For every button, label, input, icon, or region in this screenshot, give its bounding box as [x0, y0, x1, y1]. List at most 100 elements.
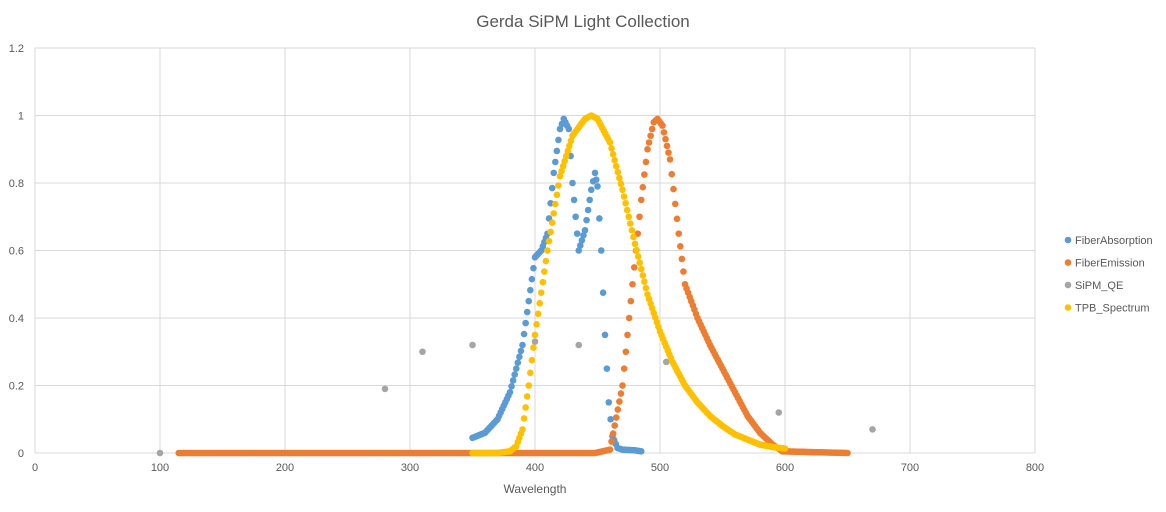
data-point	[659, 122, 666, 129]
data-point	[536, 299, 543, 307]
data-point	[569, 179, 576, 187]
x-tick-label: 400	[526, 462, 544, 474]
x-tick-label: 600	[776, 462, 794, 474]
data-point	[531, 331, 539, 339]
data-point	[517, 347, 525, 355]
data-point	[608, 438, 615, 445]
legend-label: TPB_Spectrum	[1075, 303, 1150, 315]
data-point	[639, 272, 647, 279]
data-point	[530, 264, 537, 272]
y-tick-label: 1.2	[9, 43, 24, 55]
legend: FiberAbsorption FiberEmission SiPM_QE TPB_S…	[1064, 235, 1153, 315]
data-point	[564, 147, 572, 155]
data-point	[545, 237, 553, 245]
data-point	[587, 186, 595, 194]
data-point	[527, 369, 534, 377]
legend-marker	[1064, 304, 1072, 311]
data-point	[642, 158, 650, 166]
data-point	[566, 142, 573, 150]
data-point	[534, 310, 542, 318]
gridlines	[34, 47, 1036, 454]
data-point	[677, 242, 684, 250]
data-point	[611, 156, 618, 164]
data-point	[609, 430, 617, 437]
x-tick-label: 500	[651, 462, 669, 474]
legend-label: FiberAbsorption	[1075, 235, 1153, 247]
data-point	[622, 199, 629, 207]
data-point	[678, 255, 686, 263]
data-point	[558, 167, 565, 175]
data-point	[660, 129, 668, 136]
data-point	[544, 247, 551, 254]
data-point	[605, 399, 613, 406]
data-point	[548, 219, 556, 226]
data-point	[596, 215, 603, 222]
legend-label: FiberEmission	[1075, 258, 1145, 270]
data-point	[630, 264, 638, 271]
data-point	[614, 406, 622, 413]
data-point	[622, 348, 630, 356]
data-point	[662, 135, 669, 143]
data-point	[577, 242, 584, 249]
data-point	[506, 388, 514, 396]
data-point	[525, 382, 533, 389]
data-point	[542, 257, 550, 265]
data-point	[548, 184, 556, 192]
data-point	[665, 149, 672, 156]
x-axis-label: Wavelength	[504, 482, 567, 496]
data-point	[637, 448, 645, 455]
data-point	[647, 132, 654, 140]
x-tick-label: 800	[1026, 462, 1044, 474]
data-point	[559, 162, 567, 170]
data-point	[636, 213, 643, 221]
data-point	[629, 280, 636, 288]
data-point	[572, 213, 579, 221]
data-point	[565, 125, 573, 133]
data-point	[634, 253, 642, 260]
data-point	[516, 353, 523, 361]
data-point	[512, 365, 520, 372]
data-point	[531, 338, 539, 345]
data-point	[633, 246, 640, 254]
data-point	[508, 383, 515, 390]
data-point	[599, 289, 607, 296]
data-point	[637, 265, 645, 273]
data-point	[627, 220, 634, 227]
data-point	[631, 240, 639, 248]
data-point	[528, 356, 536, 364]
data-point	[555, 136, 562, 144]
data-point	[584, 206, 592, 214]
data-point	[519, 426, 526, 433]
y-tick-label: 0.6	[9, 246, 24, 258]
data-point	[670, 185, 677, 193]
data-point	[552, 158, 559, 166]
data-point	[522, 404, 529, 411]
data-point	[673, 215, 681, 223]
data-point	[606, 139, 614, 146]
data-point	[616, 174, 623, 182]
data-point	[627, 297, 635, 305]
data-point	[671, 200, 679, 208]
data-point	[381, 385, 389, 393]
x-tick-label: 0	[32, 462, 38, 474]
data-point	[525, 297, 533, 305]
data-point	[616, 398, 623, 405]
data-point	[556, 125, 564, 133]
series-TPB_Spectrum	[469, 112, 789, 457]
data-point	[641, 278, 648, 286]
data-point	[603, 365, 611, 372]
data-point	[645, 139, 653, 146]
data-point	[609, 151, 617, 158]
data-point	[630, 233, 637, 241]
data-point	[578, 237, 586, 244]
data-point	[612, 414, 620, 421]
data-point	[539, 278, 547, 286]
data-point	[607, 415, 614, 423]
data-point	[156, 449, 164, 457]
data-point	[519, 341, 526, 349]
data-point	[639, 183, 647, 191]
series-SiPM_QE	[156, 338, 876, 457]
data-point	[644, 145, 651, 153]
legend-label: SiPM_QE	[1075, 280, 1123, 292]
data-point	[575, 341, 583, 349]
